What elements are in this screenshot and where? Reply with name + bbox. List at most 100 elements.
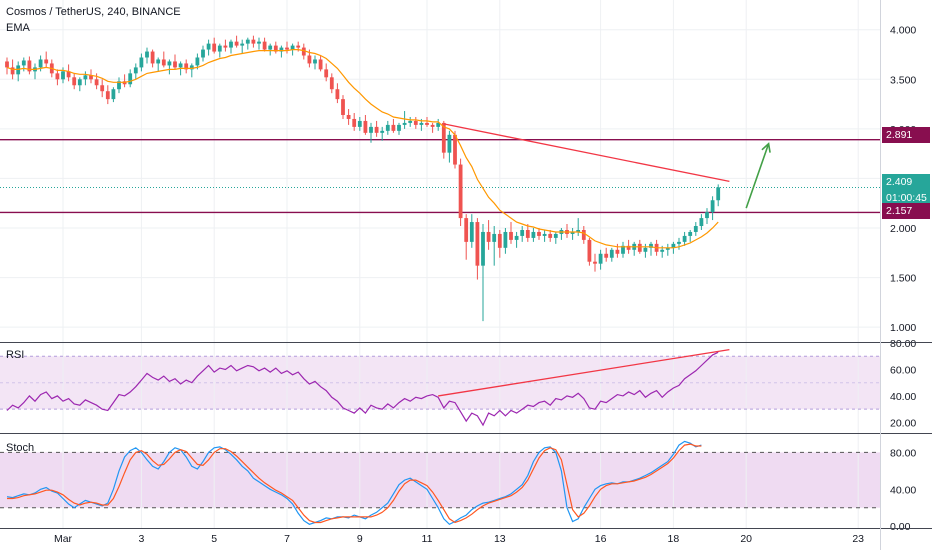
candle-body	[296, 45, 301, 48]
candle-body	[290, 45, 295, 50]
candle-body	[77, 79, 82, 86]
candle-body	[453, 134, 457, 165]
candle-body	[447, 134, 452, 153]
chart-title: Cosmos / TetherUS, 240, BINANCE	[6, 6, 181, 18]
candle-body	[621, 245, 625, 254]
candle-body	[604, 253, 609, 258]
rsi-axis-label: 40.00	[890, 391, 916, 403]
candle-body	[217, 45, 222, 52]
rsi-axis-label: 20.00	[890, 417, 916, 429]
candle-body	[419, 122, 424, 125]
price-axis-label: 4.000	[890, 25, 916, 37]
candle-body	[94, 79, 99, 86]
candle-body	[677, 241, 681, 244]
rsi-trendline	[438, 348, 730, 397]
candle-body	[497, 233, 502, 248]
candle-body	[150, 51, 155, 64]
candle-body	[716, 187, 721, 201]
candle-body	[380, 130, 385, 133]
candle-body	[408, 120, 413, 123]
projection-arrow-head	[761, 142, 771, 153]
candle-body	[598, 253, 603, 264]
price-axis-label: 2.000	[890, 223, 916, 235]
candle-body	[318, 59, 323, 70]
candle-body	[576, 229, 581, 232]
candle-body	[66, 71, 71, 78]
candle-body	[161, 59, 166, 66]
candle-body	[492, 233, 497, 242]
candle-body	[189, 65, 194, 70]
candle-body	[156, 59, 161, 64]
candle-body	[593, 261, 597, 264]
ema-indicator-label[interactable]: EMA	[6, 22, 30, 34]
ema-line	[6, 49, 719, 249]
candle-body	[413, 120, 418, 125]
stoch-axis-label: 0.00	[890, 521, 911, 533]
candle-body	[397, 124, 401, 131]
candle-body	[352, 118, 357, 127]
candle-body	[89, 75, 93, 80]
candle-body	[609, 249, 614, 258]
candle-body	[27, 60, 32, 72]
current-price-tag: 2.409	[882, 174, 930, 190]
candle-body	[139, 57, 144, 68]
time-axis-label: 20	[740, 533, 752, 545]
candle-body	[570, 231, 575, 234]
candle-body	[240, 43, 245, 46]
candle-body	[5, 61, 9, 68]
candle-body	[509, 231, 513, 240]
candle-body	[525, 229, 530, 238]
candle-body	[346, 114, 351, 119]
time-axis-label: 5	[211, 533, 217, 545]
candle-body	[542, 233, 547, 236]
candle-body	[587, 239, 592, 262]
rsi-axis-label: 80.00	[890, 338, 916, 350]
candle-body	[665, 247, 670, 250]
candle-body	[195, 57, 200, 66]
candle-body	[313, 59, 317, 64]
candle-body	[324, 69, 329, 78]
candle-body	[257, 41, 261, 44]
candle-body	[105, 91, 110, 100]
time-axis-label: 18	[668, 533, 680, 545]
support-price-tag: 2.157	[882, 203, 930, 219]
candle-body	[167, 61, 172, 66]
candle-body	[486, 231, 491, 242]
candle-body	[55, 73, 60, 80]
time-axis-label: 23	[852, 533, 864, 545]
rsi-pane-title[interactable]: RSI	[6, 349, 25, 361]
candle-body	[682, 235, 687, 242]
candle-body	[212, 43, 217, 52]
candle-body	[184, 63, 189, 70]
candle-body	[402, 122, 407, 125]
candle-body	[268, 45, 273, 50]
candle-body	[514, 235, 519, 240]
projection-arrow	[745, 143, 770, 209]
candle-body	[83, 75, 88, 80]
candle-body	[128, 73, 133, 85]
candle-body	[458, 164, 463, 219]
candle-body	[643, 247, 648, 252]
candle-body	[145, 51, 149, 58]
candle-body	[285, 47, 289, 50]
candle-body	[223, 45, 228, 48]
time-axis-label: 13	[494, 533, 506, 545]
candle-body	[72, 77, 77, 86]
candle-body	[430, 124, 435, 127]
candle-body	[705, 212, 709, 219]
stoch-k-line	[6, 440, 702, 526]
candle-body	[385, 124, 390, 131]
candle-body	[649, 243, 653, 248]
candle-body	[537, 231, 541, 236]
candle-body	[581, 229, 586, 240]
candle-body	[553, 233, 558, 238]
candle-body	[503, 231, 508, 248]
candle-body	[38, 59, 43, 68]
candle-body	[481, 231, 485, 266]
candle-body	[520, 229, 525, 236]
candle-body	[206, 43, 211, 50]
stoch-pane-title[interactable]: Stoch	[6, 442, 35, 454]
candle-body	[660, 249, 665, 252]
stoch-axis-label: 80.00	[890, 447, 916, 459]
